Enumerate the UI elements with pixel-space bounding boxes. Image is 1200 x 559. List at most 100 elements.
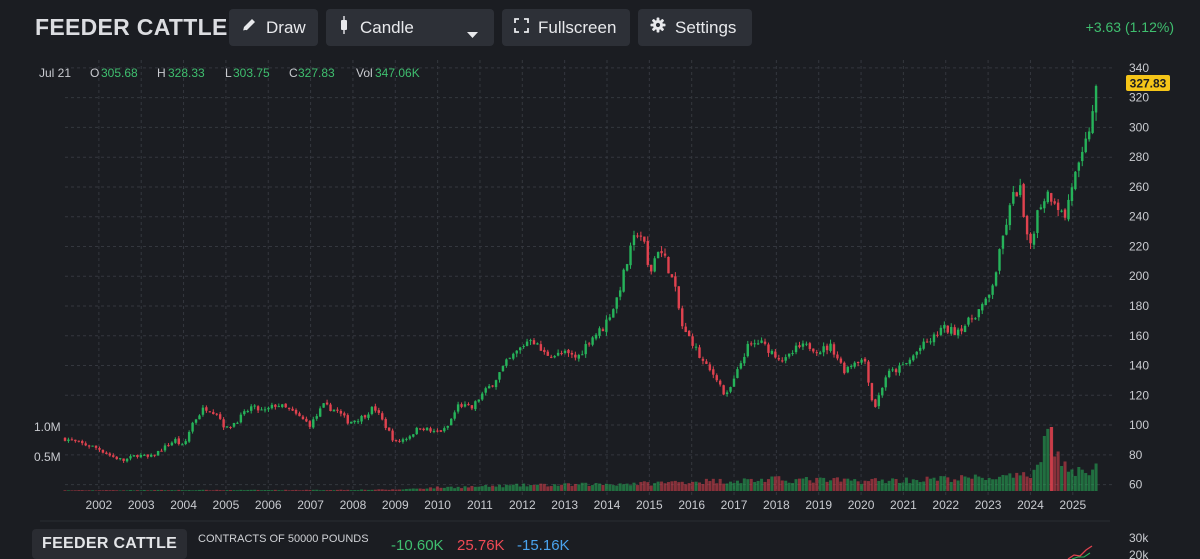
volume-bar (222, 490, 226, 491)
instrument-title: FEEDER CATTLE (35, 14, 228, 40)
volume-bar (184, 490, 188, 491)
volume-bar (329, 490, 333, 491)
candle-body (787, 353, 791, 357)
candle-body (1025, 215, 1029, 235)
candle-body (129, 456, 132, 459)
volume-bar (594, 482, 598, 491)
candle-body (925, 341, 929, 343)
candle-body (708, 364, 712, 371)
volume-bar (346, 489, 350, 491)
volume-bar (801, 478, 805, 491)
chart-type-select[interactable]: Candle (326, 9, 494, 46)
volume-bar (701, 484, 705, 491)
price-chart[interactable]: 60 80 100 120 140 160 180 200 220 240 260 280 300 320… (0, 56, 1200, 519)
candle-body (498, 372, 501, 380)
volume-bar (808, 480, 812, 491)
ohlc-low-label: L (225, 66, 232, 80)
candle-body (712, 369, 715, 375)
volume-bar (153, 490, 157, 491)
candle-body (346, 415, 349, 424)
candle-body (991, 285, 994, 295)
volume-bar (129, 490, 133, 491)
candle-body (853, 362, 856, 367)
volume-bar (684, 484, 688, 491)
candle-body (881, 387, 884, 396)
candle-body (1060, 210, 1063, 212)
candle-body (194, 419, 198, 423)
candle-body (456, 404, 460, 412)
volume-bar (146, 490, 150, 491)
volume-bar (939, 476, 943, 491)
candle-body (756, 343, 760, 345)
candle-body (653, 258, 656, 272)
y-tick-label: 220 (1129, 239, 1149, 253)
volume-bar (739, 483, 743, 491)
y-tick-label: 100 (1129, 418, 1149, 432)
candle-body (625, 264, 629, 271)
settings-button[interactable]: Settings (638, 9, 752, 46)
volume-bar (629, 485, 633, 491)
candle-body (225, 426, 229, 428)
candle-body (450, 418, 453, 426)
candle-body (843, 362, 846, 374)
candle-body (222, 419, 225, 428)
volume-bar (742, 478, 746, 491)
last-price-badge: 327.83 (1126, 75, 1170, 91)
volume-bar (946, 477, 950, 491)
cot-panel-title[interactable]: FEEDER CATTLE (32, 529, 188, 559)
y-tick-label: 160 (1129, 329, 1149, 343)
candle-body (191, 422, 194, 432)
x-tick-label: 2009 (382, 498, 409, 512)
volume-bar (339, 489, 343, 491)
volume-bar (211, 490, 215, 491)
volume-bar (522, 483, 526, 491)
volume-bar (922, 481, 926, 491)
candle-body (412, 434, 415, 437)
candle-body (736, 369, 739, 378)
pencil-icon (241, 17, 257, 38)
fullscreen-icon (514, 17, 529, 38)
volume-bar (401, 489, 405, 491)
candle-body (960, 328, 963, 332)
candle-body (301, 416, 305, 420)
candle-body (1022, 184, 1025, 217)
candle-body (291, 408, 294, 411)
candle-body (287, 407, 291, 409)
candle-body (525, 341, 529, 346)
volume-bar (77, 490, 81, 491)
volume-bar (856, 481, 860, 491)
candle-body (125, 458, 129, 462)
candle-body (508, 357, 512, 359)
candle-body (884, 377, 887, 388)
candle-body (943, 325, 946, 329)
volume-bar (1018, 475, 1022, 491)
volume-bar (332, 490, 336, 491)
volume-bar (1008, 473, 1012, 491)
volume-bar (591, 485, 595, 491)
volume-bar (766, 479, 770, 491)
volume-bar (363, 489, 367, 491)
volume-bar (473, 486, 477, 491)
price-change: +3.63 (1.12%) (1085, 19, 1174, 35)
candle-body (112, 455, 115, 457)
candle-body (481, 393, 484, 400)
candle-body (836, 354, 839, 359)
volume-bar (842, 478, 846, 491)
volume-bar (953, 479, 957, 491)
candle-body (715, 375, 718, 381)
volume-bar (432, 488, 436, 491)
candle-body (370, 406, 374, 414)
volume-axis-label-0-5m: 0.5M (34, 450, 61, 464)
volume-bar (370, 489, 374, 491)
draw-button[interactable]: Draw (229, 9, 318, 46)
candle-body (253, 405, 256, 407)
volume-bar (960, 475, 964, 491)
y-tick-label: 240 (1129, 210, 1149, 224)
volume-bar (270, 490, 274, 491)
volume-bar (163, 490, 167, 491)
y-tick-label: 320 (1129, 91, 1149, 105)
fullscreen-button[interactable]: Fullscreen (502, 9, 630, 46)
candle-body (1050, 193, 1053, 202)
volume-bar (611, 485, 615, 491)
volume-bar (84, 490, 88, 491)
